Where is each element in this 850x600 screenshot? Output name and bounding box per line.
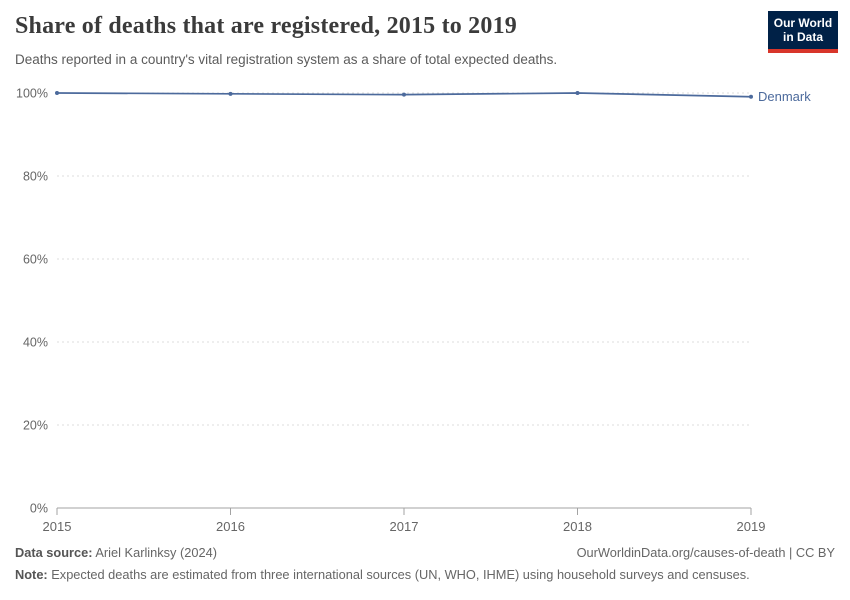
x-tick-label-2016: 2016	[216, 519, 245, 534]
owid-logo-line2: in Data	[782, 30, 823, 44]
page-title: Share of deaths that are registered, 201…	[15, 13, 517, 39]
y-tick-label-80: 80%	[23, 170, 48, 184]
x-tick-label-2017: 2017	[390, 519, 419, 534]
data-source-value: Ariel Karlinksy (2024)	[92, 545, 217, 560]
chart-footer: Data source: Ariel Karlinksy (2024) OurW…	[15, 545, 835, 582]
attribution-link[interactable]: OurWorldinData.org/causes-of-death | CC …	[576, 545, 835, 560]
y-tick-label-0: 0%	[30, 502, 48, 516]
y-tick-label-40: 40%	[23, 336, 48, 350]
note: Note: Expected deaths are estimated from…	[15, 567, 835, 582]
data-point-denmark-2015[interactable]	[55, 91, 59, 95]
x-tick-label-2015: 2015	[43, 519, 72, 534]
x-tick-label-2019: 2019	[737, 519, 766, 534]
data-point-denmark-2017[interactable]	[402, 92, 406, 97]
note-value: Expected deaths are estimated from three…	[47, 567, 750, 582]
series-label-denmark[interactable]: Denmark	[758, 89, 811, 104]
data-point-denmark-2016[interactable]	[228, 91, 233, 96]
owid-logo-line1: Our World	[773, 15, 833, 30]
x-tick-label-2018: 2018	[563, 519, 592, 534]
data-source-label: Data source:	[15, 545, 93, 560]
data-source: Data source: Ariel Karlinksy (2024)	[15, 545, 217, 560]
owid-logo: Our World in Data	[768, 11, 838, 53]
chart-subtitle: Deaths reported in a country's vital reg…	[15, 52, 558, 67]
note-label: Note:	[15, 567, 48, 582]
data-point-denmark-2018[interactable]	[575, 91, 580, 95]
line-chart[interactable]: 0% 20% 40% 60% 80% 100% 2015 2016 2017 2018 2019 De…	[0, 0, 850, 542]
y-tick-label-60: 60%	[23, 253, 48, 267]
y-tick-label-20: 20%	[23, 419, 48, 433]
data-point-denmark-2019[interactable]	[749, 94, 753, 99]
y-tick-label-100: 100%	[16, 87, 48, 101]
